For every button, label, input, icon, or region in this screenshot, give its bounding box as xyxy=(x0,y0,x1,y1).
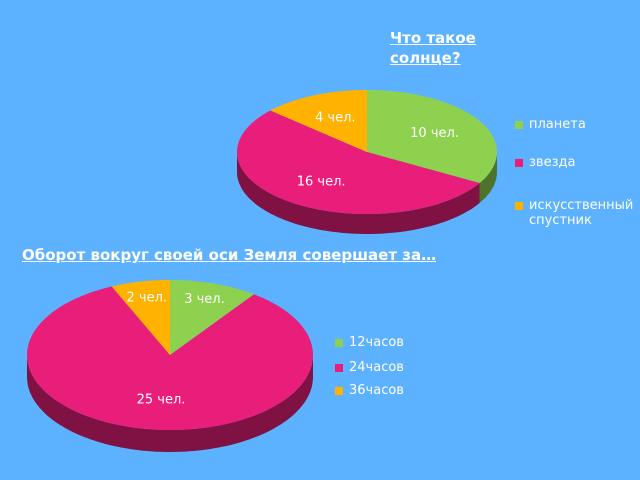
legend-item: 36часов xyxy=(335,383,455,398)
legend-label: 24часов xyxy=(349,360,404,375)
slice-side xyxy=(27,355,313,452)
legend-item: планета xyxy=(515,117,640,132)
legend-item: искусственный спустник xyxy=(515,198,640,228)
slice xyxy=(170,280,255,355)
slice xyxy=(270,90,367,152)
legend-swatch xyxy=(515,121,523,129)
legend-swatch xyxy=(335,339,343,347)
legend-item: звезда xyxy=(515,155,640,170)
slice xyxy=(367,90,497,183)
legend-swatch xyxy=(515,159,523,167)
legend-label: планета xyxy=(529,117,586,132)
legend-label: звезда xyxy=(529,155,576,170)
data-label: 4 чел. xyxy=(315,111,356,126)
legend-label: искусственный спустник xyxy=(529,198,634,228)
legend-item: 24часов xyxy=(335,360,455,375)
slice xyxy=(111,280,170,355)
legend-swatch xyxy=(335,387,343,395)
chart-title: Оборот вокруг своей оси Земля совершает … xyxy=(22,246,437,264)
data-label: 2 чел. xyxy=(127,290,168,305)
legend-label: 12часов xyxy=(349,335,404,350)
legend-swatch xyxy=(335,364,343,372)
legend-item: 12часов xyxy=(335,335,455,350)
slice xyxy=(27,286,313,430)
slice xyxy=(237,110,480,214)
slice-side xyxy=(479,152,497,203)
legend-label: 36часов xyxy=(349,383,404,398)
legend-swatch xyxy=(515,202,523,210)
data-label: 3 чел. xyxy=(184,292,225,307)
data-label: 10 чел. xyxy=(410,126,459,141)
data-label: 16 чел. xyxy=(297,175,346,190)
chart-title: Что такое солнце? xyxy=(390,29,476,67)
data-label: 25 чел. xyxy=(137,392,186,407)
slice-side xyxy=(237,152,480,234)
